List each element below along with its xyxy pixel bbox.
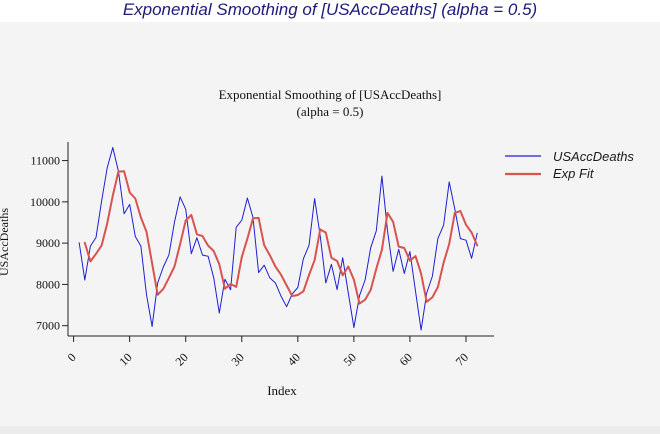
x-tick-label: 70 bbox=[453, 350, 471, 368]
x-tick-label: 20 bbox=[172, 350, 190, 368]
chart-title-line2: (alpha = 0.5) bbox=[297, 104, 364, 119]
legend-label-usaccdeaths: USAccDeaths bbox=[553, 149, 634, 164]
legend: USAccDeaths Exp Fit bbox=[505, 149, 634, 181]
chart-title-line1: Exponential Smoothing of [USAccDeaths] bbox=[219, 87, 442, 102]
x-tick-label: 10 bbox=[116, 350, 134, 368]
series-layer bbox=[78, 147, 479, 331]
x-tick-label: 40 bbox=[285, 350, 303, 368]
axes: 7000 8000 9000 10000 11000 0 10 20 30 40 50 60 70 bbox=[30, 142, 494, 369]
x-tick-label: 60 bbox=[397, 350, 415, 368]
legend-label-exp-fit: Exp Fit bbox=[553, 166, 595, 181]
y-tick-label: 11000 bbox=[30, 154, 60, 168]
y-tick-label: 10000 bbox=[30, 195, 60, 209]
series-line-usaccdeaths bbox=[78, 147, 478, 331]
y-tick-label: 8000 bbox=[36, 277, 60, 291]
panel-bottom-strip bbox=[0, 426, 660, 434]
x-axis-label: Index bbox=[267, 383, 297, 398]
y-tick-label: 7000 bbox=[36, 319, 60, 333]
x-tick-label: 0 bbox=[65, 350, 79, 364]
x-tick-label: 30 bbox=[228, 350, 246, 368]
plot-panel bbox=[0, 22, 660, 434]
y-axis-label: USAccDeaths bbox=[0, 208, 11, 276]
page-title: Exponential Smoothing of [USAccDeaths] (… bbox=[122, 0, 538, 19]
series-line-exp-fit bbox=[83, 170, 479, 305]
y-tick-label: 9000 bbox=[36, 236, 60, 250]
x-tick-label: 50 bbox=[341, 350, 359, 368]
